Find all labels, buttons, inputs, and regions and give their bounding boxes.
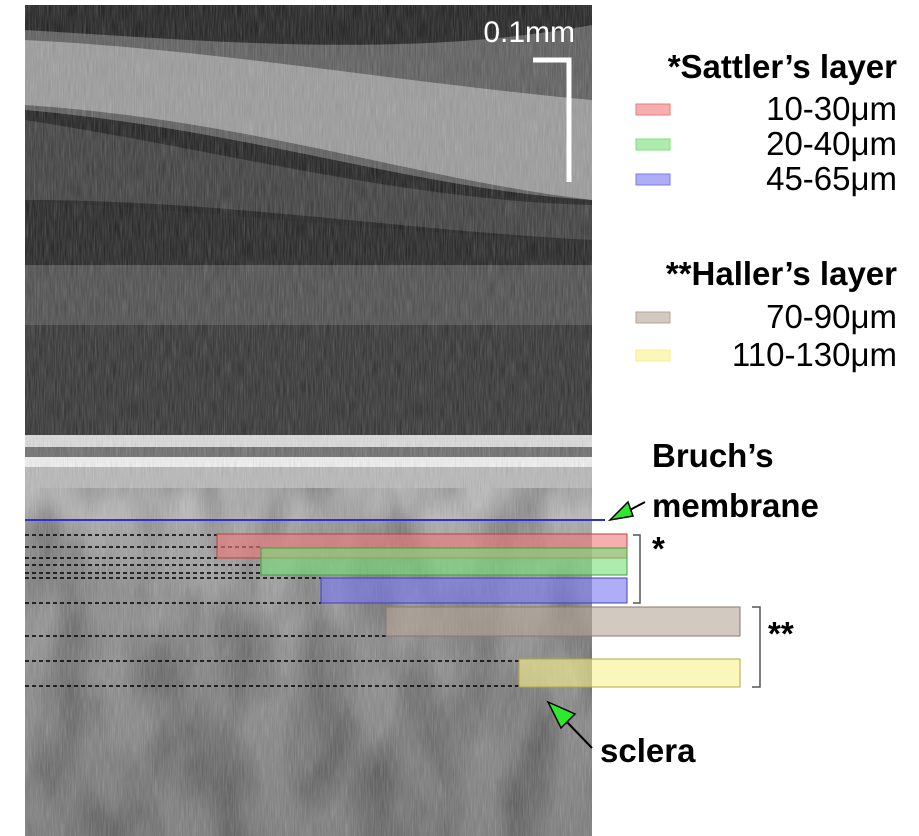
legend-label: 10-30μm [766,90,897,127]
layer-bar [261,548,627,575]
haller-marker: ** [768,615,794,652]
bracket [633,535,640,603]
legend-title: **Haller’s layer [666,255,897,292]
arrow-head [610,502,633,520]
layer-bar [386,607,740,636]
sattler-marker: * [652,530,665,567]
bruch-label: Bruch’s [652,437,774,474]
layer-bar [321,578,627,603]
bruch-label: membrane [652,487,819,524]
legend-swatch [636,350,670,361]
bracket [752,607,760,687]
legend-swatch [636,104,670,115]
legend-label: 45-65μm [766,160,897,197]
legend-swatch [636,312,670,323]
layer-bar [519,659,740,687]
legend-title: *Sattler’s layer [668,48,897,85]
oct-image [25,5,592,836]
legend-label: 70-90μm [766,298,897,335]
scale-label: 0.1mm [483,16,575,49]
legend-label: 110-130μm [732,336,897,373]
figure: 0.1mm * ** *Sattler’s layer 10-30μm20-40μ… [0,0,919,836]
sclera-label: sclera [600,732,696,769]
legend-swatch [636,139,670,150]
legend-swatch [636,174,670,185]
legend-label: 20-40μm [766,125,897,162]
